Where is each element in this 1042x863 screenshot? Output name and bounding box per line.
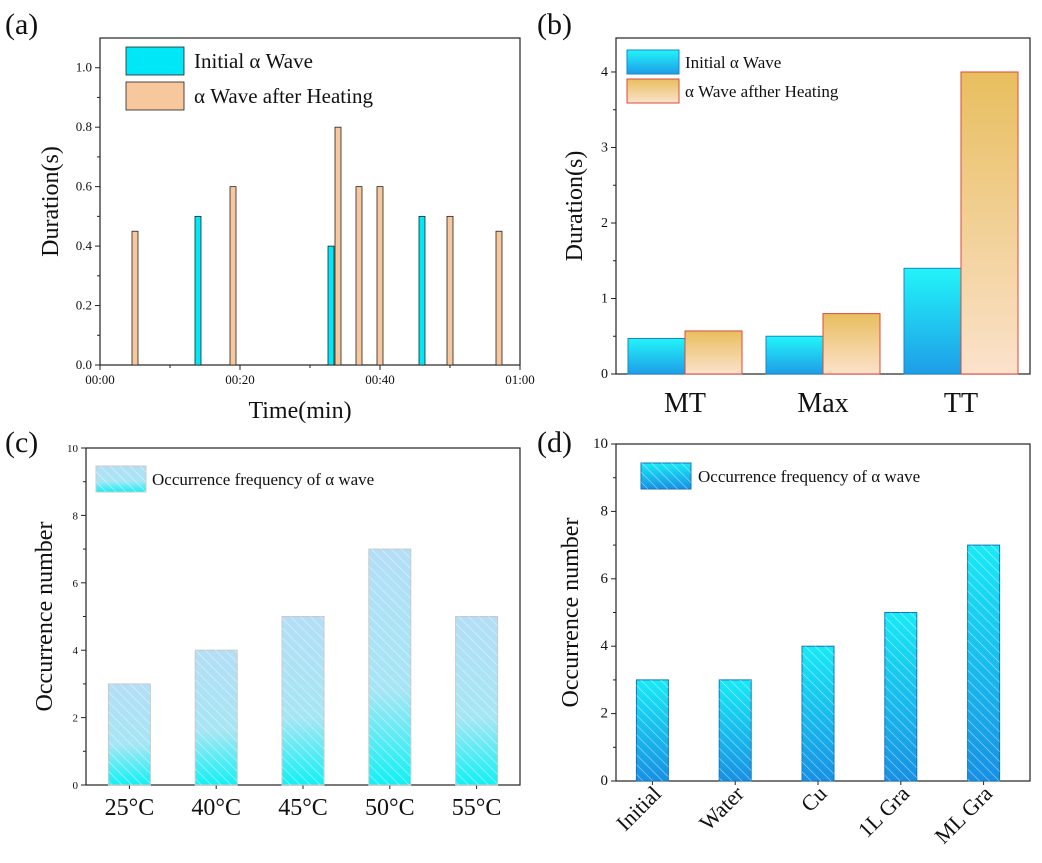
bar-a-heating xyxy=(355,186,363,366)
bar-d-hatch xyxy=(719,679,752,781)
bar-b-heating xyxy=(960,71,1019,375)
x-tick-label-d: 1L Gra xyxy=(853,781,915,843)
x-tick-label-c: 50°C xyxy=(365,795,415,821)
bar-b-heating xyxy=(822,313,881,375)
y-axis-label-d: Occurrence number xyxy=(558,518,584,708)
y-tick-label-b: 4 xyxy=(601,65,608,80)
legend-label-c: Occurrence frequency of α wave xyxy=(152,470,374,489)
bar-a-heating xyxy=(376,186,384,366)
y-tick-label-c: 6 xyxy=(73,578,79,590)
y-tick-label-c: 0 xyxy=(73,780,79,792)
legend-label-b: α Wave afther Heating xyxy=(685,82,839,101)
y-tick-label-d: 10 xyxy=(593,436,608,452)
panel-label-a: (a) xyxy=(5,8,38,41)
legend-swatch-b xyxy=(626,78,680,104)
y-tick-label-c: 4 xyxy=(73,645,79,657)
y-tick-label-a: 0.4 xyxy=(76,238,93,253)
y-tick-label-b: 0 xyxy=(601,367,608,382)
x-tick-label-d: Cu xyxy=(796,781,832,817)
chart-c: 0 2 4 6 8 10 Occurrence number 25°C 40°C 45°C 50°C… xyxy=(32,443,521,821)
chart-b: 0 1 2 3 4 Duration(s) MT Max TT Initial α Wave α W… xyxy=(562,37,1031,419)
bar-a-heating xyxy=(131,230,139,366)
x-tick-label-d: Water xyxy=(694,780,749,835)
y-tick-label-a: 1.0 xyxy=(76,60,92,75)
legend-label-a: α Wave after Heating xyxy=(194,84,373,108)
x-tick-label-a: 00:00 xyxy=(85,372,115,387)
legend-label-d: Occurrence frequency of α wave xyxy=(698,467,920,486)
x-tick-label-a: 00:40 xyxy=(365,372,395,387)
x-tick-label-b: MT xyxy=(664,388,706,419)
chart-d: 0 2 4 6 8 10 Occurrence number Initial Water Cu 1L… xyxy=(558,436,1031,849)
y-axis-label-b: Duration(s) xyxy=(562,151,588,262)
x-tick-label-c: 40°C xyxy=(191,795,241,821)
y-tick-label-d: 6 xyxy=(601,571,609,587)
y-axis-label-c: Occurrence number xyxy=(32,522,58,712)
bar-a-heating xyxy=(334,126,342,366)
x-tick-label-b: TT xyxy=(944,388,978,419)
y-tick-label-a: 0.6 xyxy=(76,179,93,194)
bar-a-initial xyxy=(418,215,426,366)
y-axis-label-a: Duration(s) xyxy=(38,146,64,257)
legend-swatch-a xyxy=(125,46,185,76)
bar-a-heating xyxy=(495,230,503,366)
bar-d-hatch xyxy=(967,545,1000,781)
legend-swatch-c-hatch xyxy=(96,466,146,492)
x-tick-label-a: 00:20 xyxy=(225,372,255,387)
legend-label-a: Initial α Wave xyxy=(194,49,313,73)
y-tick-label-c: 10 xyxy=(67,443,79,455)
bar-c-hatch xyxy=(368,549,411,785)
bar-c-hatch xyxy=(455,616,498,785)
y-tick-label-b: 3 xyxy=(601,140,608,155)
legend-label-b: Initial α Wave xyxy=(685,53,781,72)
bar-b-initial xyxy=(765,335,824,375)
x-tick-label-d: ML Gra xyxy=(929,781,997,849)
y-tick-label-d: 0 xyxy=(601,773,609,789)
y-tick-label-d: 2 xyxy=(601,706,609,722)
x-tick-label-b: Max xyxy=(797,388,848,419)
bar-c-hatch xyxy=(282,616,324,785)
bar-b-initial xyxy=(903,267,962,375)
bar-c-hatch xyxy=(108,683,151,785)
y-tick-label-d: 8 xyxy=(601,503,609,519)
bar-d-hatch xyxy=(802,646,834,781)
chart-a: 0.0 0.2 0.4 0.6 0.8 1.0 Duration(s) 00:00 00:20 0… xyxy=(38,37,535,424)
bar-b-heating xyxy=(684,330,743,375)
y-tick-label-a: 0.8 xyxy=(76,119,92,134)
y-tick-label-d: 4 xyxy=(601,638,609,654)
bar-a-heating xyxy=(229,186,237,366)
x-tick-label-c: 55°C xyxy=(452,795,502,821)
bar-b-initial xyxy=(627,338,686,375)
legend-swatch-a xyxy=(125,81,185,111)
bar-a-heating xyxy=(446,215,454,366)
bar-a-initial xyxy=(194,215,202,366)
y-tick-label-b: 2 xyxy=(601,216,608,231)
x-axis-label-a: Time(min) xyxy=(248,398,351,424)
bar-a-initial xyxy=(327,245,335,366)
x-tick-label-c: 25°C xyxy=(105,795,155,821)
legend-swatch-b xyxy=(626,49,680,75)
panel-label-d: (d) xyxy=(537,426,572,459)
x-tick-label-c: 45°C xyxy=(278,795,328,821)
bar-d-hatch xyxy=(884,612,917,781)
legend-swatch-d-hatch xyxy=(641,463,691,489)
panel-label-c: (c) xyxy=(5,426,38,459)
y-tick-label-c: 8 xyxy=(73,510,79,522)
bar-c-hatch xyxy=(195,650,238,785)
bar-d-hatch xyxy=(636,679,669,781)
y-tick-label-a: 0.0 xyxy=(76,357,92,372)
panel-label-b: (b) xyxy=(537,8,572,41)
y-tick-label-c: 2 xyxy=(73,713,79,725)
x-tick-label-d: Initial xyxy=(611,781,666,836)
x-tick-label-a: 01:00 xyxy=(505,372,535,387)
y-tick-label-b: 1 xyxy=(601,291,608,306)
y-tick-label-a: 0.2 xyxy=(76,298,92,313)
